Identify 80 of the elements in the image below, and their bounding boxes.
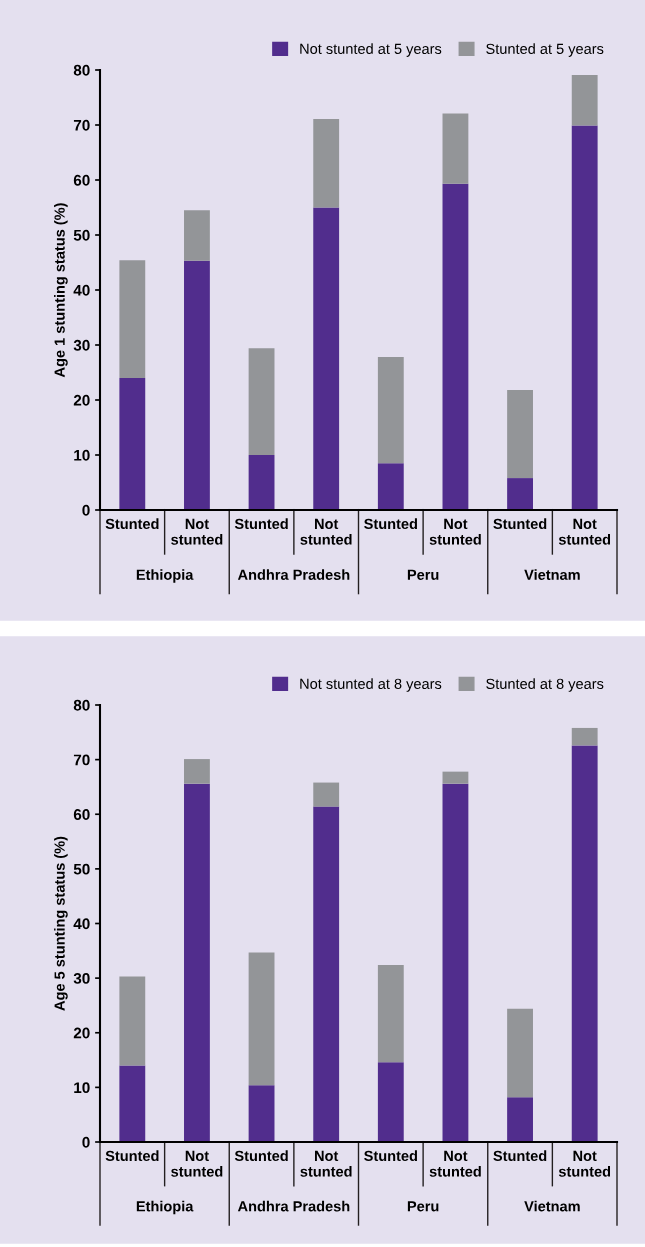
x-tick-label: Not stunted [558,518,611,545]
legend-label: Not stunted at 5 years [300,43,442,57]
bar [313,806,340,1142]
text: Peru [407,569,439,580]
x-tick-label: Stunted [364,1150,417,1162]
x-tick-label: Not stunted [558,1150,611,1177]
x-tick-label: Stunted [105,1150,159,1162]
bar [442,783,469,1142]
y-tick-label: 10 [74,1082,90,1094]
x-tick-label: Not stunted [171,1150,223,1177]
bar [248,455,275,510]
bar [184,260,210,510]
legend-label: Stunted at 5 years [486,43,604,57]
bar [119,260,146,378]
x-tick-label: Stunted [493,1150,547,1162]
bar [377,357,404,464]
bar [571,727,598,746]
bar [442,771,469,784]
y-tick-label: 50 [73,229,90,241]
x-tick-label: Not stunted [171,518,223,545]
bar [507,1008,533,1098]
bar [248,1085,275,1142]
bar [248,952,275,1086]
x-tick-label: Stunted [364,518,417,530]
x-tick-label: Not stunted [300,518,352,545]
text: Andhra Pradesh [237,1200,350,1212]
y-tick-label: 10 [74,449,90,461]
text: Peru [407,1201,439,1212]
bar [119,1065,146,1142]
x-tick-label: Stunted [234,518,288,530]
bar [507,390,533,479]
text: Andhra Pradesh [237,569,350,580]
bar [119,378,146,510]
bar [248,348,275,455]
x-tick-label: Not stunted [300,1150,352,1177]
y-tick-label: 30 [73,339,90,351]
bar [119,976,146,1066]
y-tick-label: 80 [73,699,90,711]
bar [507,1097,533,1142]
y-tick-label: 60 [73,174,90,186]
y-tick-label: 0 [82,1136,90,1148]
y-tick-label: 40 [73,284,90,296]
bar [313,782,340,807]
y-axis-title: Age 5 stunting status (%) [54,836,68,1011]
y-tick-label: 70 [73,754,90,766]
bar [571,74,598,126]
legend-label: Stunted at 8 years [486,678,604,692]
y-tick-label: 20 [73,394,90,406]
legend-label: Not stunted at 8 years [300,678,442,692]
bar [442,183,469,510]
y-tick-label: 20 [73,1027,90,1039]
bar [184,210,210,261]
x-tick-label: Stunted [234,1150,288,1162]
bar [507,478,533,510]
bar [442,113,469,184]
bar [313,118,340,208]
y-tick-label: 50 [73,863,90,875]
y-axis-title: Age 1 stunting status (%) [54,203,68,378]
text: Ethiopia [136,569,194,583]
text: Ethiopia [136,1200,194,1215]
bar [571,745,598,1142]
bar [184,759,210,784]
y-tick-label: 30 [73,972,90,984]
y-tick-label: 80 [73,64,90,76]
bar [377,1062,404,1142]
y-tick-label: 70 [73,119,90,131]
bar [377,965,404,1063]
x-tick-label: Not stunted [429,1150,481,1177]
text: Vietnam [524,1200,580,1212]
x-tick-label: Stunted [493,518,547,530]
text: Vietnam [524,569,580,580]
bar [313,207,340,510]
bar [571,125,598,510]
bar [377,463,404,510]
y-tick-label: 60 [73,809,90,820]
x-tick-label: Not stunted [429,518,481,545]
x-tick-label: Stunted [105,518,159,530]
bar [184,783,210,1142]
y-tick-label: 0 [82,504,90,516]
y-tick-label: 40 [73,918,90,930]
